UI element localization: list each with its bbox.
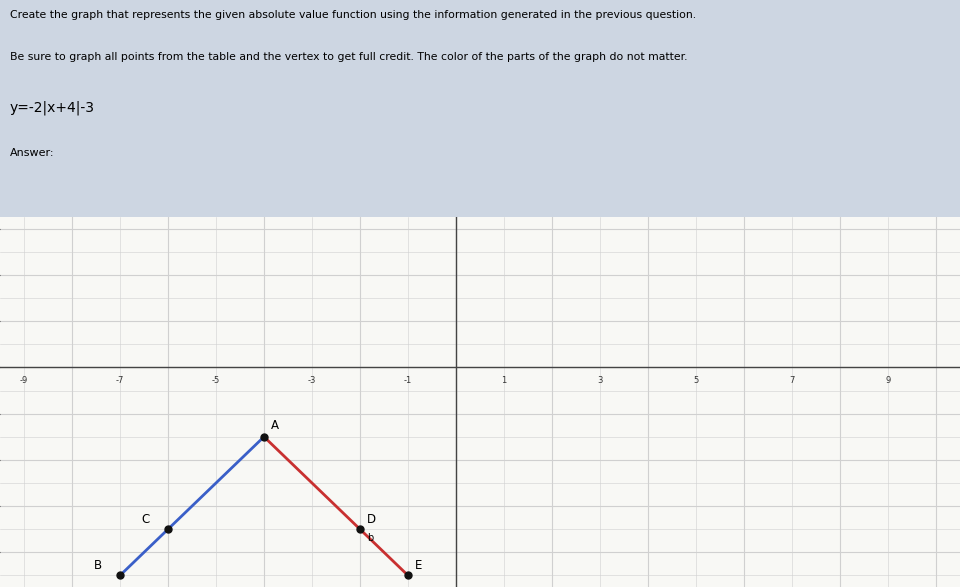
Text: 9: 9 [885, 376, 891, 384]
Text: C: C [142, 513, 150, 526]
Text: -5: -5 [212, 376, 220, 384]
Text: b: b [368, 533, 373, 543]
Text: -3: -3 [308, 376, 316, 384]
Text: 5: 5 [693, 376, 699, 384]
Text: -7: -7 [116, 376, 124, 384]
Text: Create the graph that represents the given absolute value function using the inf: Create the graph that represents the giv… [10, 11, 696, 21]
Text: 1: 1 [501, 376, 507, 384]
Text: Answer:: Answer: [10, 147, 54, 158]
Text: y=-2|x+4|-3: y=-2|x+4|-3 [10, 101, 95, 115]
Text: -1: -1 [404, 376, 412, 384]
Text: Be sure to graph all points from the table and the vertex to get full credit. Th: Be sure to graph all points from the tab… [10, 52, 687, 62]
Text: 3: 3 [597, 376, 603, 384]
Text: 7: 7 [789, 376, 795, 384]
Text: B: B [94, 559, 102, 572]
Text: -9: -9 [20, 376, 28, 384]
Text: E: E [416, 559, 422, 572]
Text: D: D [368, 513, 376, 526]
Text: A: A [272, 419, 279, 432]
